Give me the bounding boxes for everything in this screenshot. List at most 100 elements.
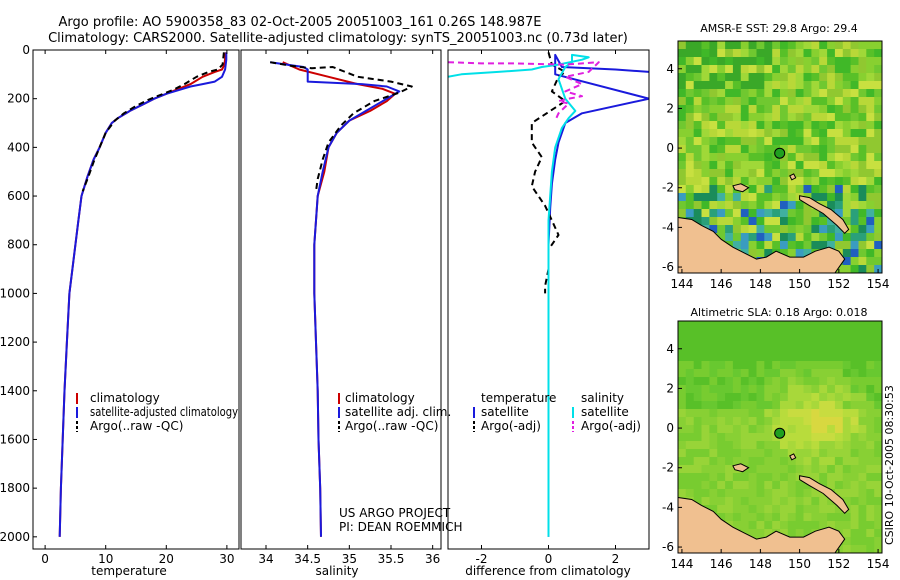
map-cell bbox=[803, 217, 812, 226]
map-cell bbox=[740, 353, 750, 362]
map-cell bbox=[709, 209, 718, 218]
map-cell bbox=[787, 457, 797, 466]
map-cell bbox=[834, 489, 844, 498]
map-cell bbox=[858, 193, 867, 202]
map-cell bbox=[709, 369, 718, 378]
map-cell bbox=[732, 521, 742, 530]
map-y-tick-label: 0 bbox=[666, 421, 674, 435]
map-cell bbox=[780, 369, 789, 378]
map-cell bbox=[811, 217, 820, 226]
map-cell bbox=[850, 265, 859, 273]
map-cell bbox=[756, 521, 765, 530]
map-cell bbox=[803, 409, 812, 418]
map-cell bbox=[819, 377, 828, 386]
map-cell bbox=[819, 449, 828, 458]
map-cell bbox=[740, 65, 750, 74]
map-cell bbox=[819, 513, 828, 522]
map-cell bbox=[874, 89, 882, 98]
map-cell bbox=[819, 401, 828, 410]
map-cell bbox=[717, 105, 726, 114]
map-cell bbox=[717, 457, 726, 466]
map-cell bbox=[701, 161, 710, 170]
map-cell bbox=[811, 473, 820, 482]
map-cell bbox=[858, 353, 867, 362]
land-new-ireland bbox=[799, 195, 850, 235]
map-cell bbox=[787, 521, 797, 530]
y-tick-label: 2000 bbox=[0, 530, 30, 544]
map-cell bbox=[678, 153, 687, 162]
map-cell bbox=[819, 393, 828, 402]
map-cell bbox=[685, 377, 695, 386]
map-cell bbox=[858, 393, 867, 402]
map-cell bbox=[866, 513, 875, 522]
map-cell bbox=[811, 81, 820, 90]
map-cell bbox=[866, 385, 875, 394]
map-cell bbox=[764, 65, 773, 74]
map-cell bbox=[858, 209, 867, 218]
temperature-legend: climatology satellite-adjusted climatolo… bbox=[76, 391, 238, 433]
map-cell bbox=[858, 441, 867, 450]
map-cell bbox=[811, 113, 820, 122]
sst-map-panel: AMSR-E SST: 29.8 Argo: 29.4 144 146 148 150… bbox=[662, 22, 889, 291]
map-cell bbox=[827, 329, 836, 338]
map-cell bbox=[685, 177, 695, 186]
map-cell bbox=[732, 153, 742, 162]
map-cell bbox=[772, 169, 781, 178]
map-cell bbox=[811, 369, 820, 378]
map-cell bbox=[748, 129, 757, 138]
map-cell bbox=[787, 529, 797, 538]
map-cell bbox=[748, 353, 757, 362]
map-cell bbox=[811, 241, 820, 250]
map-x-tick-label: 152 bbox=[827, 277, 850, 291]
map-cell bbox=[740, 489, 750, 498]
map-cell bbox=[795, 425, 805, 434]
map-cell bbox=[756, 185, 765, 194]
map-cell bbox=[819, 161, 828, 170]
map-cell bbox=[717, 73, 726, 82]
map-cell bbox=[693, 473, 703, 482]
map-cell bbox=[787, 329, 797, 338]
map-cell bbox=[685, 145, 695, 154]
map-cell bbox=[874, 385, 882, 394]
map-cell bbox=[717, 161, 726, 170]
map-cell bbox=[764, 177, 773, 186]
map-cell bbox=[748, 457, 757, 466]
map-cell bbox=[780, 321, 789, 330]
map-cell bbox=[874, 449, 882, 458]
map-cell bbox=[803, 361, 812, 370]
sla-argo-marker bbox=[774, 427, 786, 439]
map-cell bbox=[709, 185, 718, 194]
difference-panel: -2 0 2 difference from climatology tempera… bbox=[447, 49, 650, 578]
map-cell bbox=[819, 505, 828, 514]
map-cell bbox=[850, 137, 859, 146]
map-cell bbox=[717, 233, 726, 242]
map-cell bbox=[866, 537, 875, 546]
map-cell bbox=[827, 513, 836, 522]
map-cell bbox=[756, 409, 765, 418]
map-cell bbox=[725, 209, 734, 218]
map-cell bbox=[678, 353, 687, 362]
map-cell bbox=[701, 441, 710, 450]
series-line-satellite-adj-clim- bbox=[270, 61, 401, 537]
map-cell bbox=[678, 169, 687, 178]
map-cell bbox=[795, 441, 805, 450]
map-x-tick-label: 150 bbox=[788, 557, 811, 571]
map-cell bbox=[772, 201, 781, 210]
map-cell bbox=[842, 153, 852, 162]
map-cell bbox=[685, 201, 695, 210]
map-cell bbox=[803, 177, 812, 186]
x-tick-label: 0 bbox=[545, 552, 553, 566]
map-cell bbox=[740, 449, 750, 458]
map-cell bbox=[850, 161, 859, 170]
map-cell bbox=[725, 97, 734, 106]
map-cell bbox=[866, 265, 875, 273]
map-cell bbox=[858, 465, 867, 474]
map-cell bbox=[803, 81, 812, 90]
map-cell bbox=[701, 65, 710, 74]
map-cell bbox=[866, 105, 875, 114]
map-cell bbox=[717, 425, 726, 434]
map-cell bbox=[693, 105, 703, 114]
map-cell bbox=[764, 137, 773, 146]
map-cell bbox=[842, 345, 852, 354]
map-cell bbox=[827, 497, 836, 506]
